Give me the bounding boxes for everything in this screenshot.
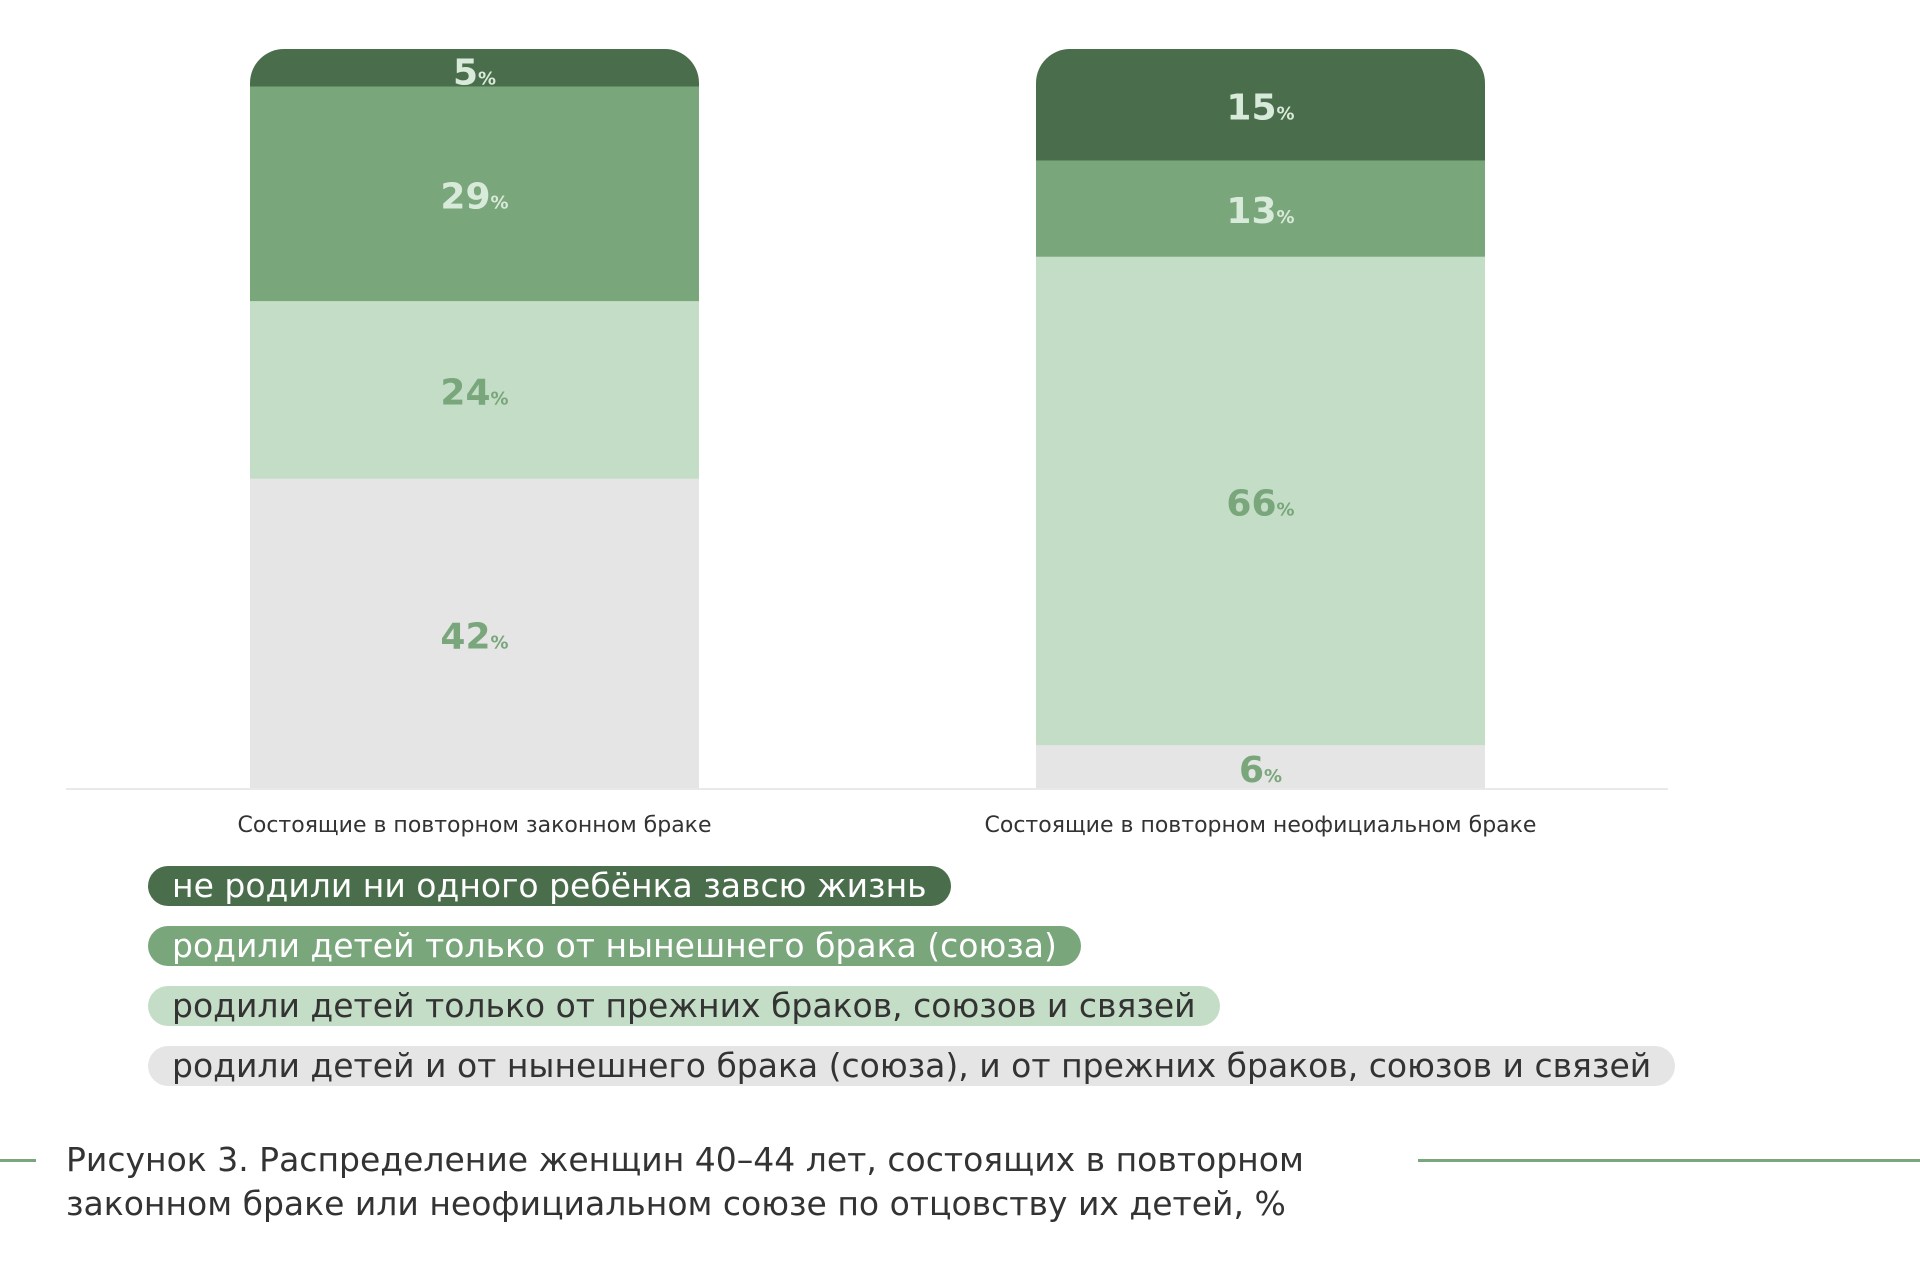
category-label: Состоящие в повторном неофициальном брак… xyxy=(985,813,1537,838)
data-label: 15% xyxy=(1226,88,1294,129)
data-label: 13% xyxy=(1226,191,1294,232)
data-label: 6% xyxy=(1239,750,1282,791)
bar-segment xyxy=(1036,744,1485,789)
decorative-line-left xyxy=(0,1159,36,1162)
data-label: 29% xyxy=(440,176,508,217)
bar-segment xyxy=(250,86,699,302)
figure-caption: Рисунок 3. Распределение женщин 40–44 ле… xyxy=(66,1138,1304,1226)
bar-segment xyxy=(250,300,699,479)
legend: не родили ни одного ребёнка завсю жизнь … xyxy=(148,866,1676,1106)
caption-line-1: Рисунок 3. Распределение женщин 40–44 ле… xyxy=(66,1140,1304,1179)
bar-group-2 xyxy=(1036,49,1485,789)
legend-item-current-marriage: родили детей только от нынешнего брака (… xyxy=(148,926,1081,966)
legend-item-both: родили детей и от нынешнего брака (союза… xyxy=(148,1046,1676,1086)
decorative-line-right xyxy=(1418,1159,1920,1162)
bar-group-1 xyxy=(250,49,699,789)
data-label: 24% xyxy=(440,372,508,413)
legend-item-no-children: не родили ни одного ребёнка завсю жизнь xyxy=(148,866,951,906)
caption-line-2: законном браке или неофициальном союзе п… xyxy=(66,1184,1286,1223)
bar-segment xyxy=(1036,160,1485,257)
bar-segment xyxy=(1036,49,1485,161)
bar-segment xyxy=(1036,256,1485,746)
data-label: 5% xyxy=(453,53,496,94)
data-label: 66% xyxy=(1226,483,1294,524)
data-label: 42% xyxy=(440,617,508,658)
legend-item-previous-marriages: родили детей только от прежних браков, с… xyxy=(148,986,1220,1026)
category-label: Состоящие в повторном законном браке xyxy=(238,813,712,838)
bar-segment xyxy=(250,478,699,789)
bar-segment xyxy=(250,49,699,87)
